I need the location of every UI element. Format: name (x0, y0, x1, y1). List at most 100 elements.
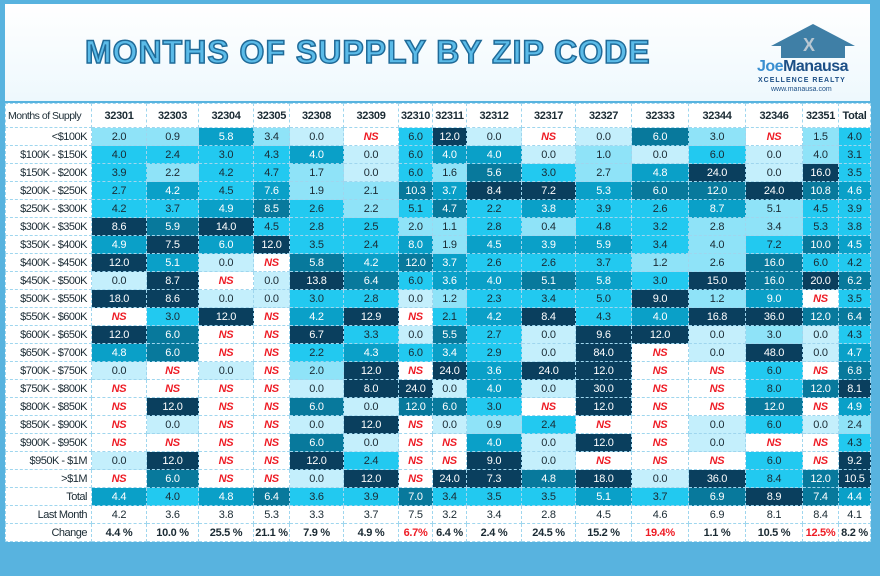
table-cell: NS (521, 127, 576, 146)
table-cell: 5.3 (253, 505, 290, 524)
row-label: $500K - $550K (5, 289, 92, 308)
table-cell: 1.0 (575, 145, 632, 164)
table-cell: 0.0 (343, 433, 399, 452)
table-cell: 5.9 (146, 217, 199, 236)
table-cell: 5.3 (802, 217, 839, 236)
table-cell: NS (253, 415, 290, 434)
table-cell: 3.5 (838, 289, 871, 308)
table-cell: 0.0 (289, 379, 344, 398)
table-cell: 4.0 (838, 127, 871, 146)
row-label: $400K - $450K (5, 253, 92, 272)
table-cell: 3.1 (838, 145, 871, 164)
table-cell: 3.7 (432, 181, 467, 200)
table-cell: 7.2 (745, 235, 803, 254)
table-cell: NS (198, 433, 254, 452)
table-cell: 8.4 (745, 469, 803, 488)
table-cell: 12.9 (343, 307, 399, 326)
table-cell: 3.2 (631, 217, 689, 236)
table-cell: NS (688, 397, 746, 416)
table-cell: NS (575, 451, 632, 470)
change-row: Change 4.4 % 10.0 % 25.5 % 21.1 % 7.9 % 4.9 % 6… (5, 523, 871, 542)
table-cell: 8.4 (466, 181, 522, 200)
table-cell: 3.7 (343, 505, 399, 524)
table-cell: 3.9 (575, 199, 632, 218)
table-cell: 2.6 (466, 253, 522, 272)
column-header: 32346 (745, 103, 803, 128)
table-cell: 12.0 (398, 253, 433, 272)
table-cell: 2.2 (146, 163, 199, 182)
column-header: Total (838, 103, 871, 128)
row-label: $750K - $800K (5, 379, 92, 398)
table-cell: 2.4 (146, 145, 199, 164)
table-cell: 3.5 (289, 235, 344, 254)
table-cell: NS (198, 469, 254, 488)
table-cell: 8.4 (802, 505, 839, 524)
table-cell: 2.8 (289, 217, 344, 236)
table-cell: NS (146, 433, 199, 452)
table-cell: 12.0 (802, 469, 839, 488)
table-cell: 2.4 (838, 415, 871, 434)
table-cell: 4.3 (838, 433, 871, 452)
row-label: $600K - $650K (5, 325, 92, 344)
table-cell: 0.9 (466, 415, 522, 434)
table-cell: 3.0 (466, 397, 522, 416)
table-cell: 2.7 (575, 163, 632, 182)
table-cell: 12.0 (146, 397, 199, 416)
table-cell: NS (198, 271, 254, 290)
table-cell: 3.7 (432, 253, 467, 272)
table-cell: 4.4 (838, 487, 871, 506)
table-cell: 4.0 (91, 145, 147, 164)
table-cell: 0.0 (688, 433, 746, 452)
table-cell: 4.5 (253, 217, 290, 236)
table-cell: 6.7% (398, 523, 433, 542)
table-cell: 3.4 (631, 235, 689, 254)
table-cell: 4.2 (198, 163, 254, 182)
table-cell: NS (253, 343, 290, 362)
table-cell: 3.0 (521, 163, 576, 182)
table-cell: 2.4 (343, 235, 399, 254)
table-cell: NS (91, 307, 147, 326)
row-label: $650K - $700K (5, 343, 92, 362)
table-cell: 4.4 (91, 487, 147, 506)
table-cell: 16.0 (802, 163, 839, 182)
table-row: $500K - $550K 18.0 8.6 0.0 0.0 3.0 2.8 0.0 1.2 2.… (5, 289, 871, 308)
table-cell: 3.6 (289, 487, 344, 506)
table-cell: 9.0 (745, 289, 803, 308)
table-cell: 0.0 (802, 415, 839, 434)
table-cell: 5.8 (198, 127, 254, 146)
table-cell: NS (432, 433, 467, 452)
table-cell: 6.0 (289, 397, 344, 416)
row-label: $850K - $900K (5, 415, 92, 434)
table-cell: 0.0 (253, 271, 290, 290)
table-cell: 24.5 % (521, 523, 576, 542)
table-cell: 12.0 (575, 397, 632, 416)
table-cell: 13.8 (289, 271, 344, 290)
table-cell: 10.8 (802, 181, 839, 200)
table-cell: 6.0 (398, 145, 433, 164)
table-cell: 1.5 (802, 127, 839, 146)
table-cell: 12.0 (91, 253, 147, 272)
table-row: $950K - $1M 0.0 12.0 NS NS 12.0 2.4 NS NS 9.0 0.0 N… (5, 451, 871, 470)
table-cell: 0.0 (432, 379, 467, 398)
table-cell: 7.5 (146, 235, 199, 254)
table-cell: 25.5 % (198, 523, 254, 542)
table-row: $100K - $150K 4.0 2.4 3.0 4.3 4.0 0.0 6.0 4.0 4.0… (5, 145, 871, 164)
table-cell: 10.3 (398, 181, 433, 200)
table-cell: 3.6 (432, 271, 467, 290)
table-cell: 2.9 (466, 343, 522, 362)
table-cell: 3.4 (466, 505, 522, 524)
table-cell: 2.6 (688, 253, 746, 272)
table-cell: 0.0 (432, 415, 467, 434)
table-cell: NS (91, 379, 147, 398)
column-header: 32333 (631, 103, 689, 128)
table-cell: 12.0 (688, 181, 746, 200)
table-cell: 4.5 (198, 181, 254, 200)
table-cell: 6.0 (745, 415, 803, 434)
table-cell: 6.0 (802, 253, 839, 272)
table-cell: 3.2 (432, 505, 467, 524)
table-cell: 5.5 (432, 325, 467, 344)
table-cell: NS (253, 433, 290, 452)
table-cell: 12.0 (198, 307, 254, 326)
table-cell: 0.0 (91, 271, 147, 290)
table-cell: NS (198, 343, 254, 362)
